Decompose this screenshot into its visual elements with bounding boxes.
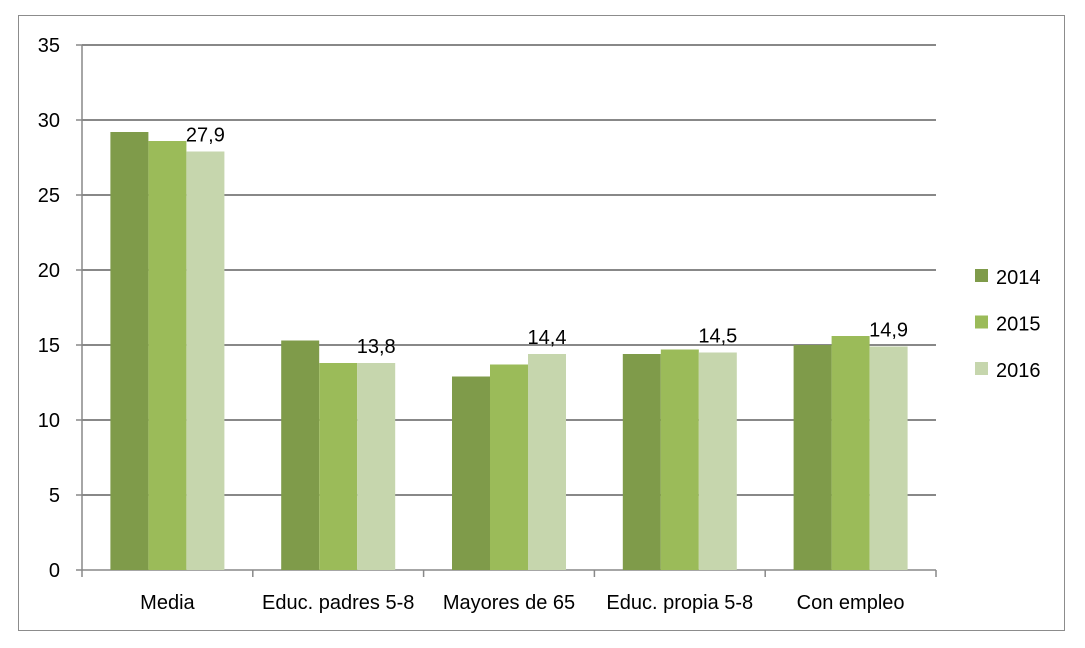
bar-2015 — [148, 141, 187, 570]
legend-label: 2015 — [996, 314, 1041, 336]
legend-label: 2016 — [996, 360, 1041, 382]
bar-2015 — [490, 364, 528, 570]
bar-2014 — [110, 132, 149, 570]
data-label: 14,5 — [698, 326, 737, 348]
bar-2014 — [281, 340, 320, 570]
y-tick-label: 0 — [49, 560, 60, 582]
data-label: 13,8 — [357, 336, 396, 358]
y-tick-label: 35 — [38, 35, 60, 57]
legend-swatch-2016 — [975, 362, 988, 375]
y-tick-label: 20 — [38, 260, 60, 282]
legend-swatch-2015 — [975, 315, 988, 329]
y-tick-label: 15 — [38, 335, 60, 357]
y-tick-label: 10 — [38, 410, 60, 432]
x-tick-label: Educ. padres 5-8 — [262, 592, 414, 614]
bar-2016 — [186, 151, 225, 570]
data-label: 14,9 — [869, 320, 908, 342]
bar-2015 — [831, 336, 870, 570]
bar-2015 — [660, 349, 699, 570]
x-tick-label: Educ. propia 5-8 — [606, 592, 753, 614]
y-tick-label: 25 — [38, 185, 60, 207]
bar-2015 — [319, 363, 358, 570]
x-tick-label: Mayores de 65 — [443, 592, 575, 614]
x-tick-label: Con empleo — [797, 592, 905, 614]
y-tick-label: 5 — [49, 485, 60, 507]
bar-2016 — [528, 354, 566, 570]
bar-2014 — [793, 345, 832, 570]
data-label: 27,9 — [186, 125, 225, 147]
bar-2016 — [698, 352, 737, 570]
legend-swatch-2014 — [975, 269, 988, 282]
y-tick-label: 30 — [38, 110, 60, 132]
bar-2016 — [869, 346, 908, 570]
data-label: 14,4 — [528, 327, 567, 349]
x-tick-label: Media — [140, 592, 195, 614]
bar-2016 — [357, 363, 396, 570]
bar-2014 — [622, 354, 661, 570]
bar-2014 — [452, 376, 490, 570]
chart-frame — [18, 15, 1065, 631]
legend-label: 2014 — [996, 267, 1041, 289]
